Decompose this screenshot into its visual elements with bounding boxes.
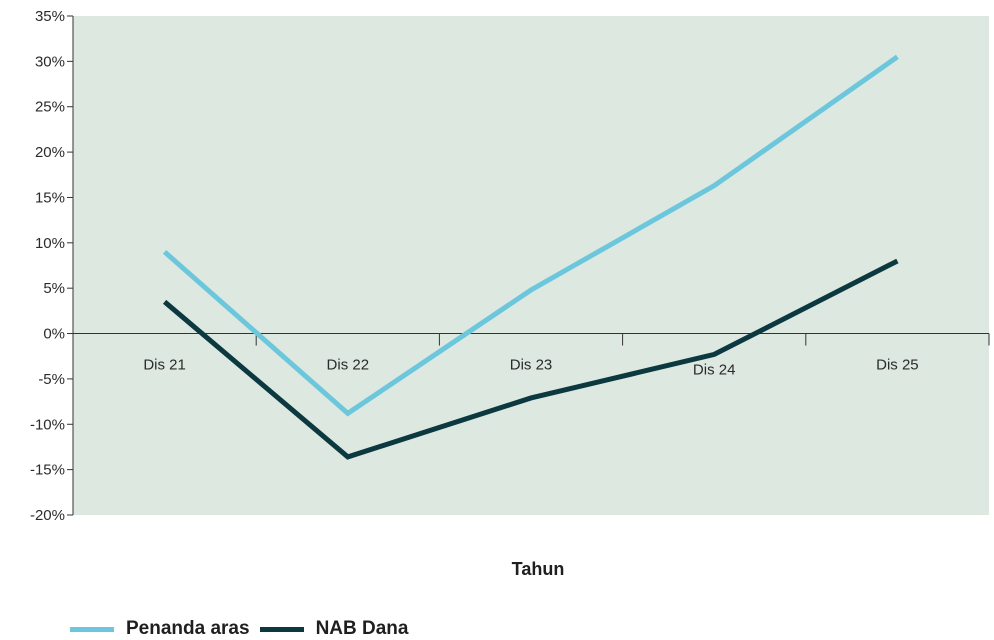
- y-ticks: 35% 30% 25% 20% 15% 10% 5% 0% -5% -10% -15% -20%: [30, 8, 73, 524]
- y-tick-label: 35%: [35, 8, 65, 25]
- legend: Penanda aras NAB Dana: [70, 618, 418, 640]
- legend-item-penanda-aras: Penanda aras: [70, 618, 250, 640]
- legend-swatch-penanda-aras: [70, 626, 114, 632]
- legend-item-nab-dana: NAB Dana: [259, 618, 409, 640]
- y-tick-label: 10%: [35, 235, 65, 252]
- y-tick-label: 0%: [43, 326, 65, 343]
- legend-swatch-nab-dana: [259, 626, 304, 632]
- x-tick-label: Dis 25: [876, 357, 919, 374]
- x-tick-label: Dis 24: [693, 362, 736, 379]
- y-tick-label: -5%: [38, 371, 65, 388]
- y-tick-label: -10%: [30, 416, 65, 433]
- legend-label-nab-dana: NAB Dana: [315, 618, 409, 639]
- y-tick-label: 15%: [35, 189, 65, 206]
- x-tick-label: Dis 23: [510, 357, 553, 374]
- legend-label-penanda-aras: Penanda aras: [126, 618, 250, 639]
- y-tick-label: 20%: [35, 144, 65, 161]
- y-tick-label: 30%: [35, 53, 65, 70]
- x-ticks: Dis 21 Dis 22 Dis 23 Dis 24 Dis 25: [143, 333, 990, 379]
- y-tick-label: -20%: [30, 507, 65, 524]
- x-axis-label: Tahun: [512, 559, 565, 579]
- y-tick-label: 25%: [35, 99, 65, 116]
- y-tick-label: -15%: [30, 462, 65, 479]
- series-lines: [162, 54, 899, 460]
- y-tick-label: 5%: [43, 280, 65, 297]
- x-tick-label: Dis 21: [143, 357, 186, 374]
- x-tick-label: Dis 22: [327, 357, 370, 374]
